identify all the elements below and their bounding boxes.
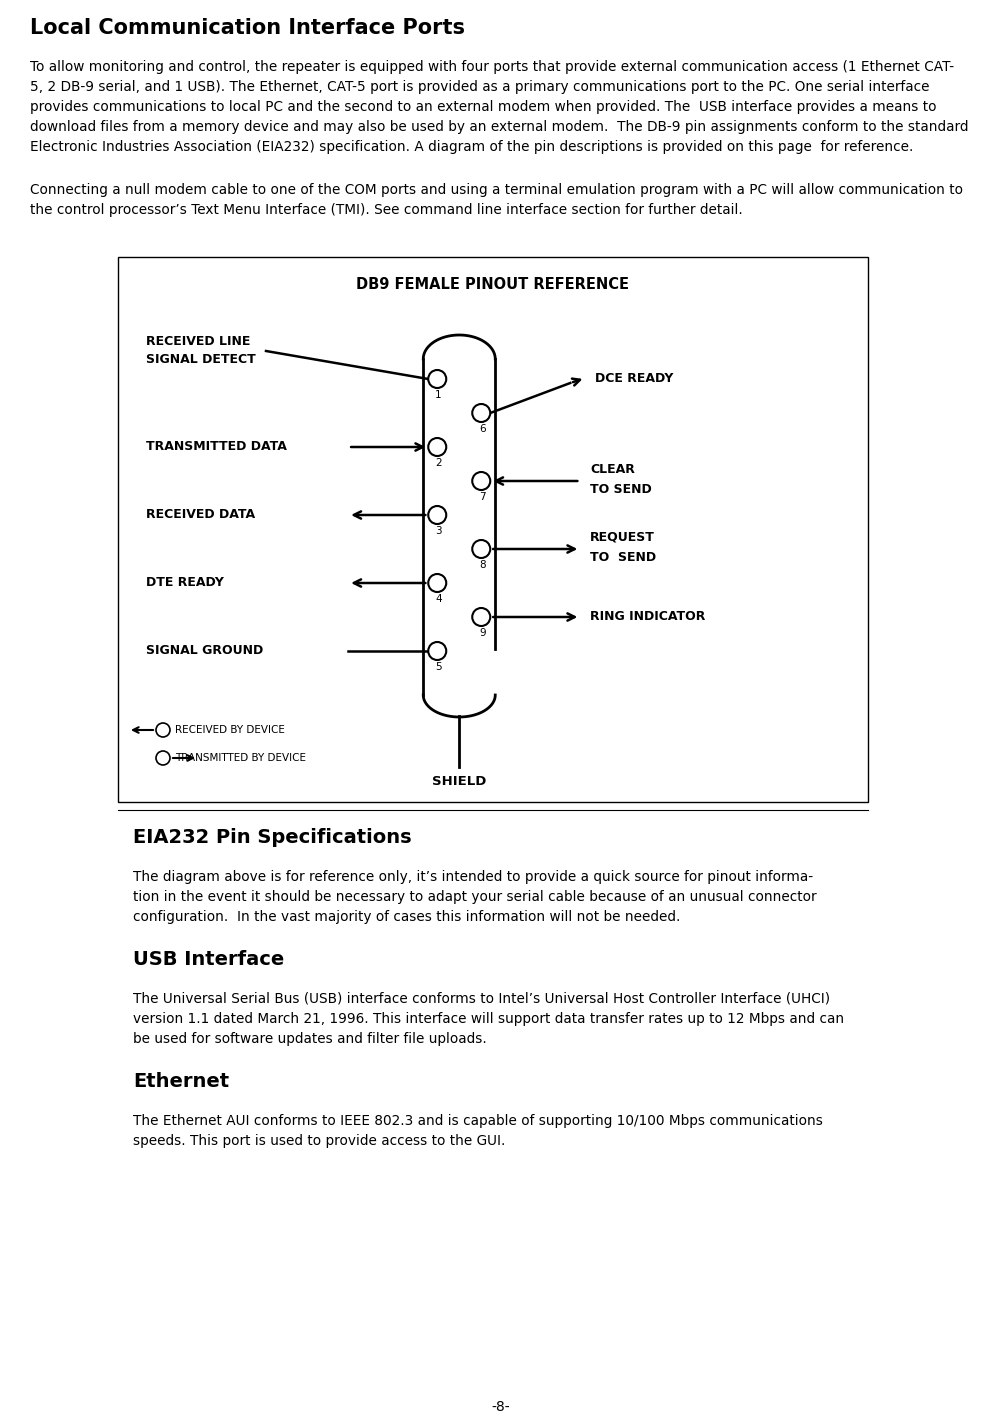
Text: EIA232 Pin Specifications: EIA232 Pin Specifications bbox=[133, 828, 411, 848]
Circle shape bbox=[428, 641, 446, 660]
Circle shape bbox=[156, 722, 170, 737]
Circle shape bbox=[428, 506, 446, 523]
Circle shape bbox=[472, 472, 490, 491]
Circle shape bbox=[472, 404, 490, 422]
Text: DCE READY: DCE READY bbox=[596, 371, 674, 384]
Text: RECEIVED LINE: RECEIVED LINE bbox=[146, 336, 250, 348]
Text: RECEIVED BY DEVICE: RECEIVED BY DEVICE bbox=[175, 725, 285, 735]
Circle shape bbox=[472, 540, 490, 557]
Text: TO  SEND: TO SEND bbox=[591, 550, 657, 565]
Text: SHIELD: SHIELD bbox=[432, 775, 486, 788]
Text: Ethernet: Ethernet bbox=[133, 1072, 229, 1091]
Text: -8-: -8- bbox=[491, 1401, 511, 1413]
Text: The diagram above is for reference only, it’s intended to provide a quick source: The diagram above is for reference only,… bbox=[133, 870, 817, 924]
Text: DB9 FEMALE PINOUT REFERENCE: DB9 FEMALE PINOUT REFERENCE bbox=[356, 277, 630, 292]
Circle shape bbox=[428, 370, 446, 388]
Text: TO SEND: TO SEND bbox=[591, 483, 652, 496]
Text: 6: 6 bbox=[478, 424, 485, 434]
Text: RING INDICATOR: RING INDICATOR bbox=[591, 610, 706, 623]
Text: 1: 1 bbox=[435, 390, 441, 400]
Text: 8: 8 bbox=[478, 560, 485, 570]
Text: REQUEST: REQUEST bbox=[591, 530, 655, 545]
Text: CLEAR: CLEAR bbox=[591, 464, 635, 476]
Text: The Ethernet AUI conforms to IEEE 802.3 and is capable of supporting 10/100 Mbps: The Ethernet AUI conforms to IEEE 802.3 … bbox=[133, 1113, 823, 1148]
Text: 7: 7 bbox=[478, 492, 485, 502]
Text: Connecting a null modem cable to one of the COM ports and using a terminal emula: Connecting a null modem cable to one of … bbox=[30, 183, 963, 218]
Text: 9: 9 bbox=[478, 629, 485, 638]
Text: 3: 3 bbox=[435, 526, 441, 536]
Text: SIGNAL DETECT: SIGNAL DETECT bbox=[146, 353, 255, 365]
Text: 2: 2 bbox=[435, 458, 441, 468]
Text: The Universal Serial Bus (USB) interface conforms to Intel’s Universal Host Cont: The Universal Serial Bus (USB) interface… bbox=[133, 993, 844, 1047]
Text: 5: 5 bbox=[435, 663, 441, 673]
Circle shape bbox=[428, 574, 446, 592]
Bar bbox=[118, 257, 868, 802]
Text: DTE READY: DTE READY bbox=[146, 576, 224, 590]
Text: USB Interface: USB Interface bbox=[133, 950, 284, 968]
Text: 4: 4 bbox=[435, 594, 441, 604]
Text: TRANSMITTED DATA: TRANSMITTED DATA bbox=[146, 441, 287, 454]
Text: To allow monitoring and control, the repeater is equipped with four ports that p: To allow monitoring and control, the rep… bbox=[30, 60, 969, 154]
Circle shape bbox=[472, 609, 490, 626]
Text: Local Communication Interface Ports: Local Communication Interface Ports bbox=[30, 18, 465, 38]
Circle shape bbox=[156, 751, 170, 765]
Text: TRANSMITTED BY DEVICE: TRANSMITTED BY DEVICE bbox=[175, 754, 306, 764]
Circle shape bbox=[428, 438, 446, 456]
Text: RECEIVED DATA: RECEIVED DATA bbox=[146, 509, 255, 522]
Text: SIGNAL GROUND: SIGNAL GROUND bbox=[146, 644, 263, 657]
